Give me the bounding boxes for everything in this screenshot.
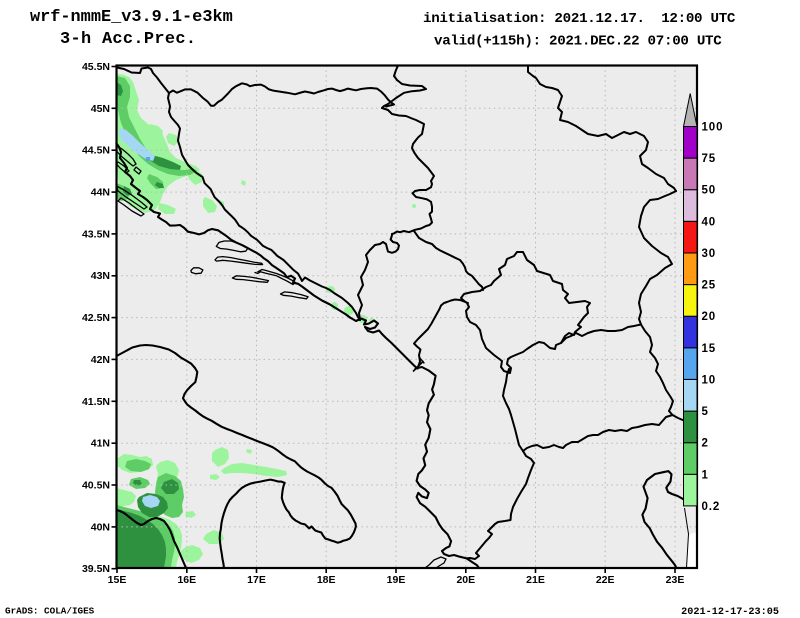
svg-text:100: 100: [702, 122, 724, 134]
svg-text:15: 15: [702, 343, 717, 355]
svg-text:GrADS: COLA/IGES: GrADS: COLA/IGES: [5, 606, 95, 617]
svg-text:43.5N: 43.5N: [82, 228, 110, 240]
svg-text:10: 10: [702, 375, 717, 387]
svg-text:41.5N: 41.5N: [82, 396, 110, 408]
svg-text:3-h Acc.Prec.: 3-h Acc.Prec.: [60, 30, 196, 49]
svg-text:75: 75: [702, 153, 717, 165]
svg-text:43N: 43N: [91, 270, 110, 282]
svg-text:45.5N: 45.5N: [82, 61, 110, 73]
svg-text:21E: 21E: [526, 574, 545, 586]
svg-text:45N: 45N: [91, 103, 110, 115]
svg-text:1: 1: [702, 469, 709, 481]
svg-text:0.2: 0.2: [702, 501, 721, 513]
svg-text:19E: 19E: [387, 574, 406, 586]
svg-text:30: 30: [702, 248, 717, 260]
svg-text:15E: 15E: [108, 574, 127, 586]
svg-text:18E: 18E: [317, 574, 336, 586]
svg-text:valid(+115h): 2021.DEC.22 07:0: valid(+115h): 2021.DEC.22 07:00 UTC: [434, 34, 722, 50]
svg-text:23E: 23E: [666, 574, 685, 586]
svg-text:20E: 20E: [456, 574, 475, 586]
svg-text:17E: 17E: [247, 574, 266, 586]
svg-text:41N: 41N: [91, 438, 110, 450]
svg-text:44N: 44N: [91, 187, 110, 199]
svg-text:25: 25: [702, 280, 717, 292]
svg-text:2021-12-17-23:05: 2021-12-17-23:05: [681, 607, 779, 618]
svg-text:40N: 40N: [91, 521, 110, 533]
svg-text:42.5N: 42.5N: [82, 312, 110, 324]
svg-text:40.5N: 40.5N: [82, 480, 110, 492]
svg-text:44.5N: 44.5N: [82, 145, 110, 157]
svg-text:16E: 16E: [177, 574, 196, 586]
svg-text:39.5N: 39.5N: [82, 563, 110, 575]
svg-text:2: 2: [702, 438, 709, 450]
svg-text:5: 5: [702, 406, 709, 418]
svg-text:42N: 42N: [91, 354, 110, 366]
svg-text:22E: 22E: [596, 574, 615, 586]
svg-text:50: 50: [702, 185, 717, 197]
svg-text:initialisation: 2021.12.17. 1: initialisation: 2021.12.17. 12:00 UTC: [423, 11, 736, 27]
svg-text:wrf-nmmE_v3.9.1-e3km: wrf-nmmE_v3.9.1-e3km: [30, 8, 233, 27]
svg-text:40: 40: [702, 216, 717, 228]
svg-text:20: 20: [702, 311, 717, 323]
